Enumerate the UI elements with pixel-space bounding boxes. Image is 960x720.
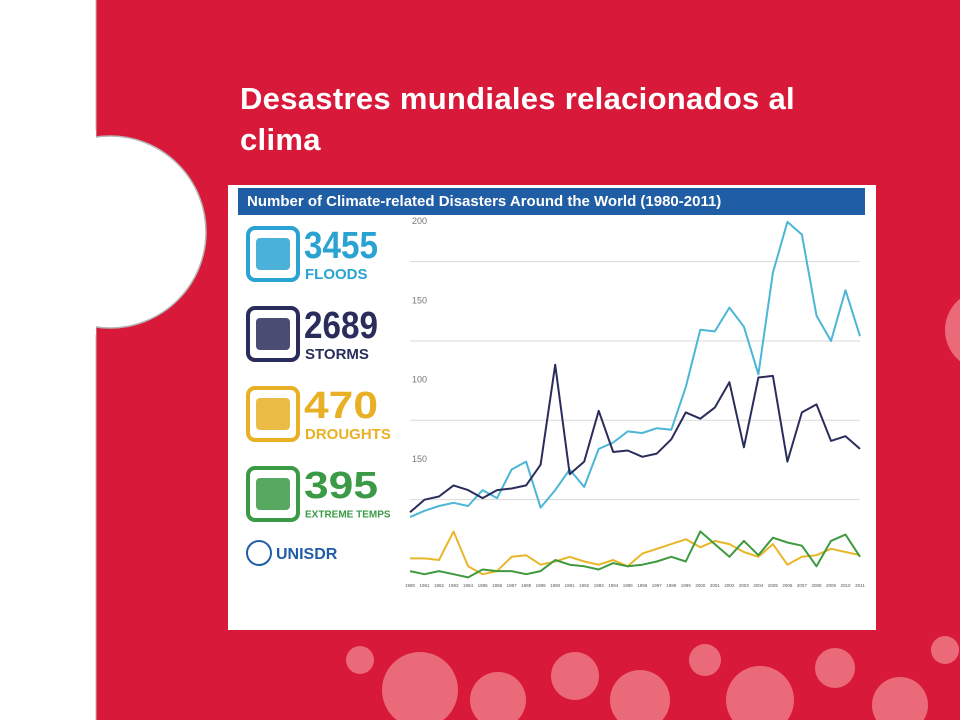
x-tick-label: 1998 (666, 583, 677, 588)
x-tick-label: 1997 (652, 583, 663, 588)
x-tick-label: 1992 (579, 583, 590, 588)
x-tick-label: 1983 (449, 583, 460, 588)
x-tick-label: 1984 (463, 583, 474, 588)
x-tick-label: 2000 (695, 583, 706, 588)
y-tick-label: 200 (412, 216, 427, 226)
x-tick-label: 1988 (521, 583, 532, 588)
stat-number: 2689 (304, 305, 378, 347)
cutout-fill (0, 130, 96, 335)
x-tick-label: 1985 (478, 583, 489, 588)
stat-number: 3455 (304, 225, 378, 267)
stat-label: FLOODS (305, 266, 368, 283)
x-tick-label: 1981 (420, 583, 431, 588)
infographic-header (238, 188, 865, 215)
series-line (409, 530, 861, 579)
x-tick-label: 1995 (623, 583, 634, 588)
x-tick-label: 2005 (768, 583, 779, 588)
x-tick-label: 1996 (637, 583, 648, 588)
x-tick-label: 1987 (507, 583, 518, 588)
y-tick-label: 150 (412, 295, 427, 305)
slide-title: Desastres mundiales relacionados al clim… (240, 81, 795, 157)
stat-icon-inner (256, 478, 290, 510)
series-line (410, 530, 861, 576)
x-tick-label: 2006 (782, 583, 793, 588)
series-line (409, 363, 861, 514)
stat-number: 470 (304, 385, 378, 427)
x-tick-label: 1986 (492, 583, 503, 588)
x-tick-label: 2001 (710, 583, 721, 588)
stat-icon-inner (256, 238, 290, 270)
series-line (409, 220, 861, 519)
chart-title: Number of Climate-related Disasters Arou… (247, 193, 721, 210)
logo-text: UNISDR (276, 546, 338, 563)
x-tick-label: 1990 (550, 583, 561, 588)
y-tick-label: 150 (412, 454, 427, 464)
x-tick-label: 1994 (608, 583, 619, 588)
y-tick-label: 100 (412, 375, 427, 385)
x-tick-label: 2008 (811, 583, 822, 588)
stat-label: EXTREME TEMPS (305, 510, 391, 521)
x-tick-label: 1999 (681, 583, 692, 588)
x-tick-label: 1989 (536, 583, 547, 588)
x-tick-label: 2011 (855, 583, 865, 588)
infographic (228, 185, 876, 630)
decor-circles (346, 298, 960, 720)
x-tick-label: 2002 (724, 583, 735, 588)
stat-number: 395 (304, 465, 378, 507)
stat-icon-inner (256, 398, 290, 430)
x-tick-label: 1993 (594, 583, 605, 588)
stat-icon-inner (256, 318, 290, 350)
chart: 150 100 150 200 1980 1981 1982 1983 1984 1985 1986… (405, 216, 865, 588)
x-tick-label: 1980 (405, 583, 416, 588)
x-tick-label: 2009 (826, 583, 837, 588)
stat-label: DROUGHTS (305, 426, 391, 443)
x-tick-label: 2004 (753, 583, 764, 588)
x-tick-label: 1982 (434, 583, 445, 588)
x-tick-label: 2010 (840, 583, 851, 588)
x-tick-label: 1991 (565, 583, 576, 588)
left-strip (0, 0, 96, 720)
stat-label: STORMS (305, 346, 369, 363)
x-tick-label: 2007 (797, 583, 808, 588)
x-tick-label: 2003 (739, 583, 750, 588)
logo-emblem (246, 540, 272, 566)
